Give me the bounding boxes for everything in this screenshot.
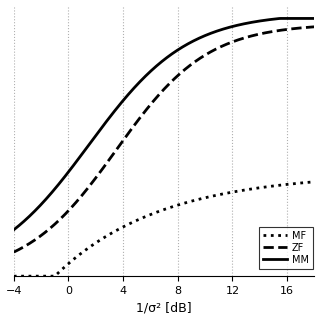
- MM: [252, 20, 256, 24]
- MM: [43, 199, 46, 203]
- MF: [218, 193, 222, 196]
- MM: [278, 17, 282, 20]
- ZF: [144, 108, 148, 112]
- MM: [218, 28, 222, 32]
- MF: [313, 180, 316, 184]
- MM: [12, 228, 16, 232]
- MF: [144, 214, 148, 218]
- ZF: [12, 250, 16, 254]
- ZF: [218, 45, 222, 49]
- MF: [133, 219, 137, 223]
- ZF: [133, 122, 137, 126]
- ZF: [252, 34, 256, 37]
- MF: [246, 188, 250, 191]
- ZF: [313, 25, 316, 29]
- MF: [12, 274, 16, 278]
- MF: [43, 274, 46, 278]
- X-axis label: 1/σ² [dB]: 1/σ² [dB]: [136, 301, 192, 315]
- ZF: [246, 35, 250, 39]
- MF: [252, 187, 256, 190]
- MM: [133, 84, 137, 88]
- MM: [313, 17, 316, 20]
- ZF: [43, 231, 46, 235]
- Line: MF: MF: [14, 182, 315, 276]
- Line: ZF: ZF: [14, 27, 315, 252]
- MM: [144, 74, 148, 77]
- MM: [246, 21, 250, 25]
- Line: MM: MM: [14, 19, 315, 230]
- Legend: MF, ZF, MM: MF, ZF, MM: [259, 227, 313, 268]
